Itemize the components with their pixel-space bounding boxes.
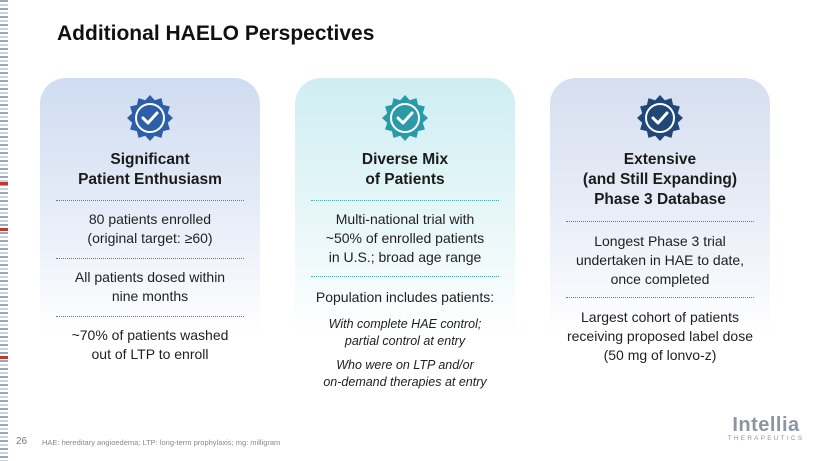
card-heading: Diverse Mix of Patients (295, 150, 515, 190)
item-line: (original target: ≥60) (87, 230, 213, 246)
item-line: partial control at entry (344, 334, 466, 348)
card-heading: Extensive (and Still Expanding) Phase 3 … (550, 150, 770, 210)
heading-line: Extensive (623, 151, 697, 168)
intellia-logo: Intellia THERAPEUTICS (726, 414, 806, 442)
card-item: 80 patients enrolled (original target: ≥… (40, 210, 260, 248)
heading-line: Patient Enthusiasm (78, 171, 222, 188)
stripe-accent (0, 182, 8, 185)
card-item: All patients dosed within nine months (40, 268, 260, 306)
verified-badge-check-icon (127, 95, 173, 141)
divider (56, 316, 244, 317)
divider (56, 258, 244, 259)
divider (566, 297, 754, 298)
item-line: Longest Phase 3 trial (594, 233, 726, 249)
item-line: receiving proposed label dose (566, 328, 753, 344)
item-line: in U.S.; broad age range (328, 249, 482, 265)
heading-line: Phase 3 Database (594, 191, 726, 208)
verified-badge-check-icon (637, 95, 683, 141)
heading-line: Significant (110, 151, 190, 168)
footnote: HAE: hereditary angioedema; LTP: long-te… (42, 438, 281, 447)
card-sub-item: Who were on LTP and/or on-demand therapi… (295, 357, 515, 391)
card-sub-item: With complete HAE control; partial contr… (295, 316, 515, 350)
card-item: Multi-national trial with ~50% of enroll… (295, 210, 515, 267)
page-number: 26 (16, 436, 28, 447)
page-title: Additional HAELO Perspectives (57, 22, 375, 45)
item-line: All patients dosed within (74, 269, 226, 285)
heading-line: Diverse Mix (361, 151, 449, 168)
verified-badge-check-icon (382, 95, 428, 141)
card-item: Population includes patients: (295, 288, 515, 307)
item-line: ~50% of enrolled patients (325, 230, 485, 246)
heading-line: of Patients (365, 171, 445, 188)
item-line: once completed (610, 271, 710, 287)
divider (311, 200, 499, 201)
item-line: Who were on LTP and/or (336, 358, 474, 372)
item-line: on-demand therapies at entry (323, 375, 487, 389)
item-line: out of LTP to enroll (91, 346, 209, 362)
divider (56, 200, 244, 201)
stripe-accent (0, 228, 8, 231)
card-diverse-mix: Diverse Mix of Patients Multi-national t… (295, 78, 515, 408)
card-heading: Significant Patient Enthusiasm (40, 150, 260, 190)
divider (311, 276, 499, 277)
card-patient-enthusiasm: Significant Patient Enthusiasm 80 patien… (40, 78, 260, 408)
item-line: With complete HAE control; (328, 317, 482, 331)
item-line: ~70% of patients washed (71, 327, 229, 343)
logo-subtitle: THERAPEUTICS (727, 435, 805, 442)
item-line: Largest cohort of patients (581, 309, 739, 325)
item-line: Multi-national trial with (335, 211, 475, 227)
item-line: (50 mg of lonvo-z) (603, 347, 717, 363)
item-line: nine months (111, 288, 189, 304)
item-line: 80 patients enrolled (88, 211, 212, 227)
card-item: ~70% of patients washed out of LTP to en… (40, 326, 260, 364)
card-item: Largest cohort of patients receiving pro… (550, 308, 770, 365)
card-item: Longest Phase 3 trial undertaken in HAE … (550, 232, 770, 289)
card-phase3-database: Extensive (and Still Expanding) Phase 3 … (550, 78, 770, 408)
heading-line: (and Still Expanding) (582, 171, 738, 188)
item-line: undertaken in HAE to date, (575, 252, 745, 268)
logo-name: Intellia (732, 414, 800, 436)
stripe-accent (0, 356, 8, 359)
item-line: Population includes patients: (315, 289, 495, 305)
divider (566, 221, 754, 222)
